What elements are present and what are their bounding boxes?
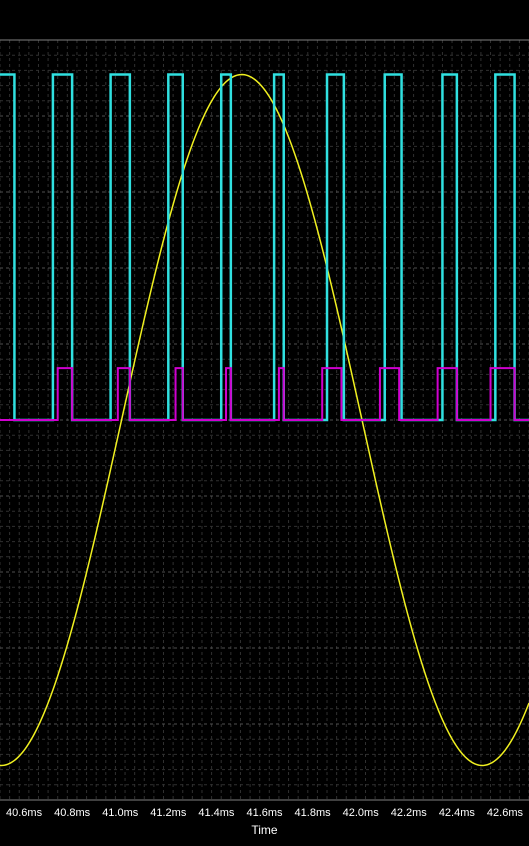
x-tick-label: 40.6ms [6,807,43,819]
x-tick-label: 41.6ms [246,807,283,819]
x-tick-label: 41.0ms [102,807,139,819]
x-tick-label: 41.4ms [198,807,235,819]
oscilloscope-chart: 40.6ms 40.8ms 41.0ms 41.2ms 41.4ms 41.6ms 41.8… [0,0,529,846]
x-tick-label: 41.8ms [295,807,332,819]
x-tick-label: 42.2ms [391,807,428,819]
x-tick-label: 42.6ms [487,807,524,819]
x-ticks: 40.6ms 40.8ms 41.0ms 41.2ms 41.4ms 41.6ms 41.8… [6,807,523,819]
x-tick-label: 42.0ms [343,807,380,819]
x-tick-label: 41.2ms [150,807,187,819]
x-tick-label: 42.4ms [439,807,476,819]
chart-svg: 40.6ms 40.8ms 41.0ms 41.2ms 41.4ms 41.6ms 41.8… [0,0,529,846]
x-axis-title: Time [251,823,278,837]
x-tick-label: 40.8ms [54,807,91,819]
